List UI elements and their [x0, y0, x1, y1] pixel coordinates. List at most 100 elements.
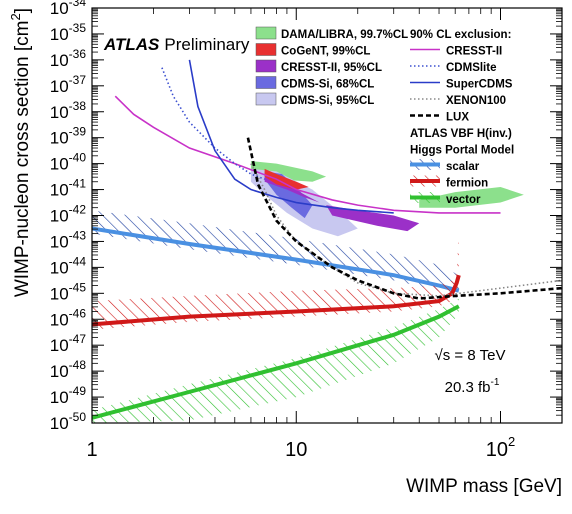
y-axis-title: WIMP-nucleon cross section [cm2]	[8, 8, 33, 297]
sqrts-label-root: √s	[435, 347, 451, 364]
y-tick-label-base: 10	[50, 207, 69, 226]
region-dama-libra	[419, 186, 524, 208]
y-tick-label: 10-38	[50, 99, 87, 122]
cdmslite-limit-line	[161, 67, 265, 180]
legend-atlas-title: ATLAS VBF H(inv.)	[410, 128, 512, 140]
y-tick-label-exp: -37	[69, 73, 87, 87]
fermion-band	[92, 233, 459, 330]
legend-layer: DAMA/LIBRA, 99.7%CL CoGeNT, 99%CL CRESST-I…	[255, 26, 514, 206]
y-tick-label: 10-36	[50, 47, 87, 70]
atlas-label: ATLAS Preliminary	[103, 35, 250, 54]
x-tick-label-exp: 2	[508, 434, 515, 449]
legend-label-exclusion: LUX	[446, 112, 469, 124]
y-tick-label-base: 10	[50, 103, 69, 122]
y-axis-title-sup: 2	[8, 13, 23, 20]
y-tick-label-exp: -47	[69, 332, 87, 346]
vector-line	[92, 304, 460, 420]
legend-label-band: scalar	[446, 161, 480, 173]
y-tick-label: 10-49	[50, 384, 87, 407]
legend-swatch-region	[255, 26, 277, 40]
y-axis-title-main: WIMP-nucleon cross section [cm	[12, 21, 33, 298]
fermion-line	[92, 274, 461, 327]
y-tick-label-exp: -42	[69, 203, 87, 217]
y-tick-label-base: 10	[50, 77, 69, 96]
lumi-label-value: 20.3 fb	[445, 379, 491, 396]
y-tick-label: 10-46	[50, 306, 87, 329]
y-tick-label-base: 10	[50, 51, 69, 70]
legend-swatch-region	[255, 43, 277, 56]
bands-layer	[92, 210, 461, 423]
lux-limit-line	[246, 137, 562, 300]
y-tick-label-exp: -35	[69, 21, 87, 35]
y-tick-label-exp: -48	[69, 358, 87, 372]
y-tick-label-base: 10	[50, 258, 69, 277]
y-tick-label-exp: -44	[69, 254, 87, 268]
legend-label-region: CDMS-Si, 95%CL	[281, 95, 374, 107]
legend-label-exclusion: SuperCDMS	[446, 79, 513, 91]
x-tick-label-base: 10	[285, 439, 307, 461]
atlas-label-preliminary: Preliminary	[164, 35, 250, 54]
legend-label-exclusion: CRESST-II	[446, 46, 502, 58]
y-tick-label-base: 10	[50, 181, 69, 200]
legend-exclusion-title: 90% CL exclusion:	[410, 29, 511, 41]
y-tick-label-base: 10	[50, 362, 69, 381]
y-tick-label-exp: -36	[69, 47, 87, 61]
y-tick-label: 10-37	[50, 73, 87, 96]
y-tick-label-exp: -50	[69, 410, 87, 424]
lumi-label-exp: -1	[490, 377, 499, 388]
y-tick-label-exp: -43	[69, 228, 87, 242]
legend-swatch-region	[255, 59, 277, 73]
regions-layer	[250, 161, 524, 237]
x-tick-label: 1	[86, 439, 97, 461]
legend-label-region: CRESST-II, 95%CL	[281, 62, 382, 74]
legend-swatch-region	[255, 76, 277, 89]
y-tick-label: 10-48	[50, 358, 87, 381]
y-axis-title-tail: ]	[12, 8, 33, 13]
y-tick-label-base: 10	[50, 310, 69, 329]
y-tick-label: 10-34	[50, 0, 87, 18]
legend-label-region: CDMS-Si, 68%CL	[281, 79, 374, 91]
y-tick-label-exp: -49	[69, 384, 87, 398]
region-cogent	[264, 168, 309, 190]
y-tick-label-exp: -34	[69, 0, 87, 9]
y-tick-label-base: 10	[50, 284, 69, 303]
y-tick-label-exp: -45	[69, 280, 87, 294]
y-tick-label-base: 10	[50, 336, 69, 355]
x-tick-label: 102	[486, 434, 515, 461]
y-tick-label-base: 10	[50, 155, 69, 174]
y-tick-label-base: 10	[50, 25, 69, 44]
y-tick-label-base: 10	[50, 414, 69, 433]
legend-label-region: CoGeNT, 99%CL	[281, 46, 370, 58]
y-tick-label: 10-39	[50, 125, 87, 148]
sqrts-label: √s = 8 TeV	[435, 347, 506, 364]
y-tick-label-exp: -39	[69, 125, 87, 139]
sqrts-label-rest: = 8 TeV	[450, 347, 505, 364]
legend-label-exclusion: XENON100	[446, 95, 506, 107]
y-tick-label-exp: -38	[69, 99, 87, 113]
legend-label-band: fermion	[446, 178, 488, 190]
y-tick-label: 10-40	[50, 151, 87, 174]
y-tick-label: 10-43	[50, 228, 87, 251]
x-tick-label-base: 10	[486, 439, 508, 461]
y-tick-label-exp: -46	[69, 306, 87, 320]
y-tick-label: 10-41	[50, 177, 87, 200]
y-tick-label: 10-45	[50, 280, 87, 303]
legend-label-band: vector	[446, 194, 481, 206]
text-layer: 10-3410-3510-3610-3710-3810-3910-4010-41…	[8, 0, 562, 497]
y-tick-label: 10-50	[50, 410, 87, 433]
ticks-layer	[91, 7, 563, 424]
y-tick-label: 10-35	[50, 21, 87, 44]
y-tick-label: 10-44	[50, 254, 87, 277]
atlas-label-bold: ATLAS	[103, 35, 160, 54]
y-tick-label-base: 10	[50, 388, 69, 407]
y-tick-label-base: 10	[50, 232, 69, 251]
y-tick-label: 10-47	[50, 332, 87, 355]
region-cresst-ii	[326, 205, 420, 232]
cresst-ii-limit-line	[114, 95, 501, 214]
x-tick-label-base: 1	[86, 439, 97, 461]
lines-layer	[114, 59, 562, 300]
y-tick-label-base: 10	[50, 129, 69, 148]
legend-swatch-region	[255, 92, 277, 106]
